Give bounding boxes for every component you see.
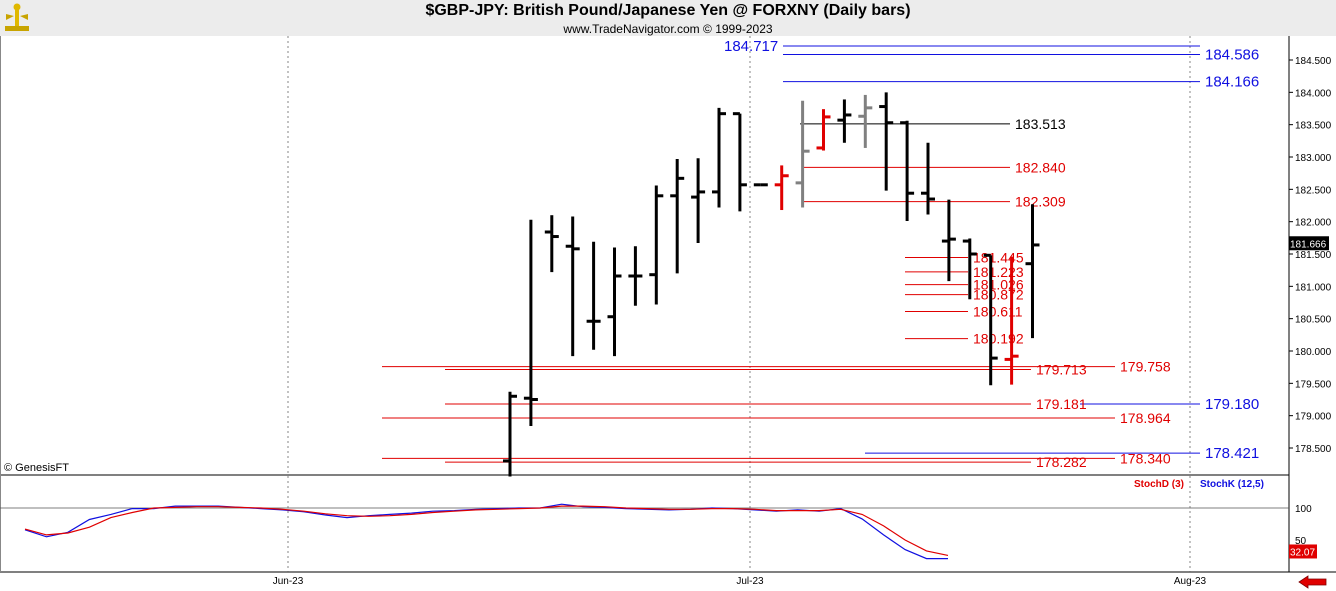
price-level-label: 179.758 <box>1120 359 1171 375</box>
price-tick-label: 182.500 <box>1295 185 1332 196</box>
price-level-label: 178.282 <box>1036 454 1087 470</box>
price-level-label: 180.611 <box>973 303 1023 319</box>
price-tick-label: 179.500 <box>1295 379 1332 390</box>
price-level-label: 179.181 <box>1036 396 1087 412</box>
price-level-label: 182.840 <box>1015 159 1066 175</box>
price-level-label: 178.421 <box>1205 445 1259 462</box>
date-tick-label: Jul-23 <box>736 576 764 587</box>
chart-header <box>0 0 1336 36</box>
stoch-last-value-box <box>1289 544 1317 559</box>
last-price-box <box>1289 236 1329 251</box>
price-tick-label: 181.500 <box>1295 250 1332 261</box>
price-level-label: 178.340 <box>1120 450 1171 466</box>
price-tick-label: 183.000 <box>1295 153 1332 164</box>
price-level-label: 184.586 <box>1205 46 1259 63</box>
price-level-label: 180.872 <box>973 287 1024 303</box>
stoch-k-legend: StochK (12,5) <box>1200 479 1264 490</box>
price-level-lines: 184.717 184.586 184.166 183.513 182.840 182.3… <box>382 38 1259 470</box>
price-tick-label: 180.000 <box>1295 347 1332 358</box>
price-level-label: 184.717 <box>724 38 778 55</box>
price-level-label: 182.309 <box>1015 194 1066 210</box>
price-level-label: 180.192 <box>973 331 1024 347</box>
chart-title: $GBP-JPY: British Pound/Japanese Yen @ F… <box>425 2 911 19</box>
stoch-k-line <box>24 503 948 560</box>
plot-frame <box>0 36 1336 573</box>
price-tick-label: 182.000 <box>1295 218 1332 229</box>
price-tick-label: 178.500 <box>1295 444 1332 455</box>
price-tick-label: 181.000 <box>1295 282 1332 293</box>
stoch-tick-label: 50 <box>1295 536 1307 547</box>
price-level-label: 183.513 <box>1015 116 1066 132</box>
date-tick-labels: Jun-23 Jul-23 Aug-23 <box>273 576 1207 587</box>
price-level-label: 179.713 <box>1036 362 1087 378</box>
stochastic-panel: 100 50 StochD (3) StochK (12,5) 32.07 <box>24 479 1317 560</box>
copyright-label: © GenesisFT <box>4 462 69 474</box>
date-gridlines <box>287 36 1191 572</box>
stoch-d-line <box>24 505 949 556</box>
stoch-last-value-label: 32.07 <box>1290 547 1315 558</box>
price-tick-label: 184.000 <box>1295 88 1332 99</box>
price-tick-label: 180.500 <box>1295 315 1332 326</box>
date-tick-label: Jun-23 <box>273 576 304 587</box>
stoch-tick-label: 100 <box>1295 504 1312 515</box>
last-price-label: 181.666 <box>1290 239 1327 250</box>
price-level-label: 184.166 <box>1205 74 1259 91</box>
scroll-left-arrow-icon[interactable] <box>1298 575 1328 589</box>
price-tick-labels: 184.500 184.000 183.500 183.000 182.500 182.0… <box>1289 56 1332 455</box>
price-tick-label: 183.500 <box>1295 121 1332 132</box>
price-tick-label: 184.500 <box>1295 56 1332 67</box>
trade-navigator-logo-icon <box>5 3 29 31</box>
ohlc-bars <box>503 92 1040 477</box>
price-level-label: 178.964 <box>1120 410 1171 426</box>
price-level-label: 179.180 <box>1205 396 1259 413</box>
stoch-d-legend: StochD (3) <box>1134 479 1184 490</box>
price-tick-label: 179.000 <box>1295 412 1332 423</box>
chart-subtitle: www.TradeNavigator.com © 1999-2023 <box>563 22 773 36</box>
date-tick-label: Aug-23 <box>1174 576 1207 587</box>
